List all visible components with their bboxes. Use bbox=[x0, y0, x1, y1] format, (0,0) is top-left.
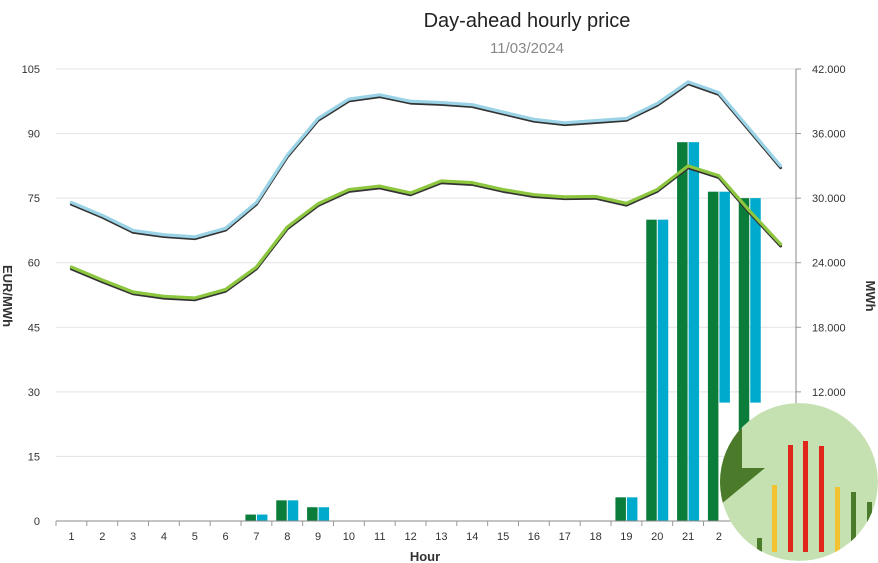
bar bbox=[307, 507, 318, 521]
series-line-shadow bbox=[69, 82, 783, 241]
badge-bar bbox=[867, 502, 872, 552]
y-left-tick-label: 0 bbox=[34, 516, 40, 528]
bar bbox=[677, 142, 688, 521]
badge-bar bbox=[788, 445, 793, 552]
y-right-tick-label: 24.000 bbox=[812, 258, 846, 270]
bar bbox=[626, 497, 638, 521]
bar bbox=[688, 142, 700, 521]
chart-title: Day-ahead hourly price bbox=[424, 10, 631, 32]
badge-bar bbox=[757, 538, 762, 552]
x-tick-label: 21 bbox=[682, 531, 694, 543]
y-axis-right-title: MWh bbox=[863, 280, 878, 311]
grid-lines bbox=[56, 68, 796, 522]
y-right-tick-label: 18.000 bbox=[812, 322, 846, 334]
x-axis-title: Hour bbox=[410, 549, 440, 563]
x-tick-label: 14 bbox=[466, 531, 478, 543]
x-tick-label: 16 bbox=[528, 531, 540, 543]
y-right-tick-label: 30.000 bbox=[812, 193, 846, 205]
axes: 015304560759010512.00018.00024.00030.000… bbox=[22, 64, 846, 543]
bar bbox=[276, 500, 287, 521]
y-left-tick-label: 30 bbox=[28, 387, 40, 399]
series-line bbox=[69, 164, 783, 300]
bar bbox=[256, 514, 268, 521]
bar bbox=[615, 497, 626, 521]
x-tick-label: 19 bbox=[620, 531, 632, 543]
bar bbox=[318, 507, 330, 521]
badge-bar bbox=[772, 485, 777, 552]
x-tick-label: 10 bbox=[343, 531, 355, 543]
x-tick-label: 7 bbox=[253, 531, 259, 543]
y-left-tick-label: 15 bbox=[28, 451, 40, 463]
y-left-tick-label: 60 bbox=[28, 258, 40, 270]
x-tick-label: 1 bbox=[68, 531, 74, 543]
badge-bar bbox=[835, 487, 840, 552]
badge-arrow-shape bbox=[720, 428, 765, 505]
y-left-tick-label: 90 bbox=[28, 129, 40, 141]
y-left-tick-label: 75 bbox=[28, 193, 40, 205]
x-tick-label: 12 bbox=[404, 531, 416, 543]
badge-content bbox=[720, 403, 878, 561]
y-right-tick-label: 12.000 bbox=[812, 387, 846, 399]
bar bbox=[287, 500, 299, 521]
y-right-tick-label: 36.000 bbox=[812, 129, 846, 141]
x-tick-label: 2 bbox=[716, 531, 722, 543]
bar bbox=[707, 191, 719, 521]
bar bbox=[245, 514, 256, 521]
y-left-tick-label: 45 bbox=[28, 322, 40, 334]
x-tick-label: 6 bbox=[223, 531, 229, 543]
decorative-badge-overlay bbox=[720, 403, 878, 561]
x-tick-label: 3 bbox=[130, 531, 136, 543]
series-line bbox=[69, 80, 783, 239]
x-tick-label: 11 bbox=[374, 531, 385, 543]
bar bbox=[750, 198, 761, 403]
bar bbox=[738, 198, 750, 521]
bar bbox=[646, 219, 657, 521]
x-tick-label: 9 bbox=[315, 531, 321, 543]
bar-series bbox=[245, 142, 761, 521]
chart-subtitle: 11/03/2024 bbox=[490, 40, 564, 57]
x-tick-label: 18 bbox=[589, 531, 601, 543]
bar bbox=[657, 219, 669, 521]
y-axis-left-title: EUR/MWh bbox=[0, 265, 15, 327]
bar bbox=[719, 191, 730, 403]
x-tick-label: 17 bbox=[559, 531, 571, 543]
x-tick-label: 8 bbox=[284, 531, 290, 543]
x-tick-label: 15 bbox=[497, 531, 509, 543]
y-left-tick-label: 105 bbox=[22, 64, 40, 76]
badge-bar bbox=[851, 492, 856, 552]
x-tick-label: 5 bbox=[192, 531, 198, 543]
y-right-tick-label: 42.000 bbox=[812, 64, 846, 76]
x-tick-label: 4 bbox=[161, 531, 167, 543]
x-tick-label: 13 bbox=[435, 531, 447, 543]
badge-bar bbox=[803, 441, 808, 552]
line-series bbox=[69, 80, 783, 302]
x-tick-label: 20 bbox=[651, 531, 663, 543]
x-tick-label: 2 bbox=[99, 531, 105, 543]
badge-bar bbox=[819, 446, 824, 552]
